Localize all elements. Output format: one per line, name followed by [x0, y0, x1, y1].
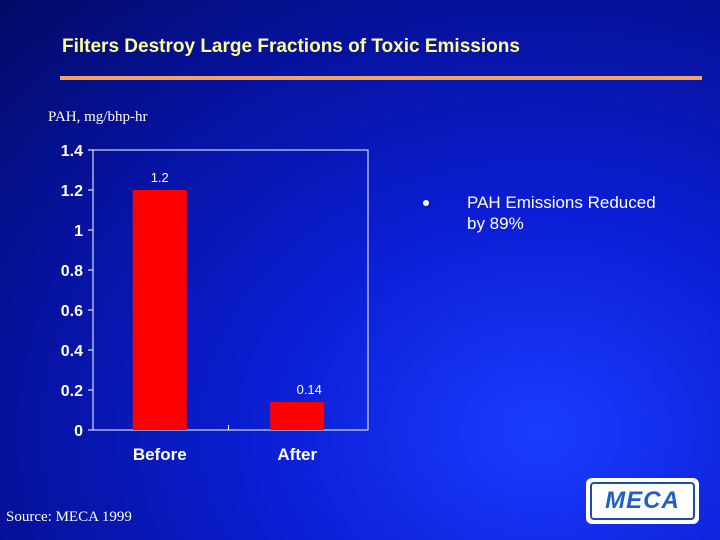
y-tick-label: 0.8 [61, 263, 83, 280]
plot-frame [92, 149, 369, 431]
y-tick-label: 1 [74, 223, 83, 240]
y-tick-label: 0.4 [61, 343, 83, 360]
y-tick-label: 0.2 [61, 383, 83, 400]
x-tick-label: Before [133, 445, 187, 464]
meca-logo: MECA [586, 478, 699, 524]
bullet-dot-icon [423, 200, 429, 206]
data-label: 1.2 [151, 170, 169, 185]
data-label: 0.14 [297, 382, 322, 397]
bar-after [270, 402, 325, 430]
y-tick-label: 0.6 [61, 303, 83, 320]
source-note: Source: MECA 1999 [6, 509, 132, 525]
y-axis-unit-label: PAH, mg/bhp-hr [48, 109, 148, 125]
y-tick-label: 1.4 [61, 143, 83, 160]
bar-before [132, 190, 187, 430]
title-underline [60, 76, 702, 80]
x-tick-label: After [277, 445, 317, 464]
slide-title: Filters Destroy Large Fractions of Toxic… [62, 36, 520, 57]
meca-logo-text: MECA [590, 482, 695, 520]
y-tick-label: 0 [74, 423, 83, 440]
bullet-text: PAH Emissions Reduced by 89% [467, 193, 656, 233]
y-tick-label: 1.2 [61, 183, 83, 200]
